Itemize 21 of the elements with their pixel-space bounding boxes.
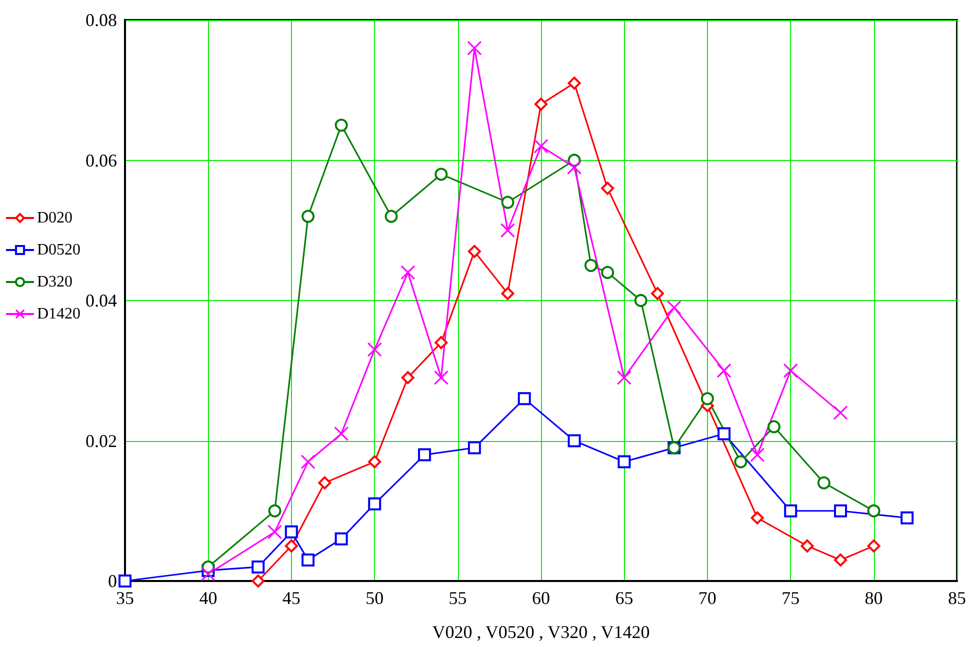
- legend-label: D1420: [37, 306, 81, 322]
- y-tick-label: 0.02: [86, 430, 117, 451]
- x-tick-label: 70: [698, 588, 716, 608]
- y-tick-label: 0.06: [86, 150, 117, 170]
- y-tick-label: 0: [108, 571, 117, 591]
- x-tick-label: 60: [532, 588, 550, 608]
- x-tick-label: 75: [782, 588, 800, 608]
- x-tick-label: 55: [448, 588, 467, 608]
- y-tick-label: 0.04: [86, 290, 117, 310]
- x-tick-label: 85: [948, 588, 966, 608]
- legend-label: D320: [37, 274, 73, 290]
- x-tick-label: 45: [282, 588, 300, 608]
- x-tick-label: 65: [615, 588, 634, 608]
- legend-label: D020: [37, 210, 73, 226]
- legend-label: D0520: [37, 242, 81, 258]
- x-axis-title: V020 , V0520 , V320 , V1420: [432, 622, 650, 642]
- x-tick-label: 80: [864, 588, 883, 608]
- x-tick-label: 50: [366, 588, 384, 608]
- y-tick-label: 0.08: [86, 10, 117, 30]
- x-tick-label: 40: [199, 588, 218, 608]
- x-tick-label: 35: [116, 588, 134, 608]
